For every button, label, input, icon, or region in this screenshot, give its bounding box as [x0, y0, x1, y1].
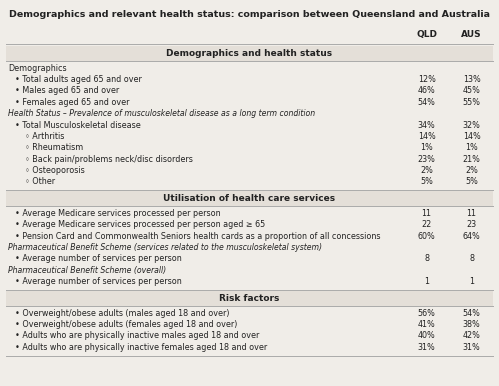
Text: Pharmaceutical Benefit Scheme (services related to the musculoskeletal system): Pharmaceutical Benefit Scheme (services …	[8, 243, 322, 252]
Text: ◦ Back pain/problems neck/disc disorders: ◦ Back pain/problems neck/disc disorders	[25, 155, 193, 164]
Text: Demographics and relevant health status: comparison between Queensland and Austr: Demographics and relevant health status:…	[9, 10, 490, 19]
Text: 40%: 40%	[418, 332, 436, 340]
Text: 13%: 13%	[463, 75, 481, 84]
Text: 42%: 42%	[463, 332, 481, 340]
Text: • Average number of services per person: • Average number of services per person	[15, 254, 182, 263]
Text: 31%: 31%	[418, 343, 436, 352]
Text: 46%: 46%	[418, 86, 436, 95]
Bar	[6, 191, 493, 206]
Text: ◦ Rheumatism: ◦ Rheumatism	[25, 143, 83, 152]
Text: • Pension Card and Commonwealth Seniors health cards as a proportion of all conc: • Pension Card and Commonwealth Seniors …	[15, 232, 380, 240]
Text: • Average Medicare services processed per person aged ≥ 65: • Average Medicare services processed pe…	[15, 220, 265, 229]
Text: QLD: QLD	[416, 30, 437, 39]
Text: • Females aged 65 and over: • Females aged 65 and over	[15, 98, 129, 107]
Text: ◦ Arthritis: ◦ Arthritis	[25, 132, 64, 141]
Text: 55%: 55%	[463, 98, 481, 107]
Text: • Average number of services per person: • Average number of services per person	[15, 277, 182, 286]
Text: ◦ Osteoporosis: ◦ Osteoporosis	[25, 166, 85, 175]
Text: 60%: 60%	[418, 232, 436, 240]
Text: Pharmaceutical Benefit Scheme (overall): Pharmaceutical Benefit Scheme (overall)	[8, 266, 167, 275]
Bar	[6, 291, 493, 306]
Text: 2%: 2%	[465, 166, 478, 175]
Text: 45%: 45%	[463, 86, 481, 95]
Text: Health Status – Prevalence of musculoskeletal disease as a long term condition: Health Status – Prevalence of musculoske…	[8, 109, 315, 118]
Text: 11: 11	[467, 209, 477, 218]
Text: 54%: 54%	[418, 98, 436, 107]
Text: ◦ Other: ◦ Other	[25, 178, 55, 186]
Text: • Adults who are physically inactive females aged 18 and over: • Adults who are physically inactive fem…	[15, 343, 267, 352]
Text: AUS: AUS	[461, 30, 482, 39]
Text: 56%: 56%	[418, 309, 436, 318]
Text: 64%: 64%	[463, 232, 481, 240]
Text: 14%: 14%	[463, 132, 481, 141]
Text: • Overweight/obese adults (males aged 18 and over): • Overweight/obese adults (males aged 18…	[15, 309, 230, 318]
Text: Demographics and health status: Demographics and health status	[167, 49, 332, 58]
Text: 2%: 2%	[420, 166, 433, 175]
Text: 21%: 21%	[463, 155, 481, 164]
Text: 34%: 34%	[418, 120, 436, 130]
Text: 54%: 54%	[463, 309, 481, 318]
Text: Demographics: Demographics	[8, 64, 67, 73]
Text: 1%: 1%	[420, 143, 433, 152]
Text: 23: 23	[467, 220, 477, 229]
Text: Risk factors: Risk factors	[220, 294, 279, 303]
Text: • Adults who are physically inactive males aged 18 and over: • Adults who are physically inactive mal…	[15, 332, 259, 340]
Text: 31%: 31%	[463, 343, 481, 352]
Text: 1%: 1%	[465, 143, 478, 152]
Bar	[6, 46, 493, 61]
Text: • Average Medicare services processed per person: • Average Medicare services processed pe…	[15, 209, 221, 218]
Text: • Overweight/obese adults (females aged 18 and over): • Overweight/obese adults (females aged …	[15, 320, 238, 329]
Text: Utilisation of health care services: Utilisation of health care services	[164, 194, 335, 203]
Text: 1: 1	[469, 277, 474, 286]
Text: 5%: 5%	[420, 178, 433, 186]
Text: 38%: 38%	[463, 320, 481, 329]
Text: 11: 11	[422, 209, 432, 218]
Text: 12%: 12%	[418, 75, 436, 84]
Text: 32%: 32%	[463, 120, 481, 130]
Text: 41%: 41%	[418, 320, 436, 329]
Text: 8: 8	[424, 254, 429, 263]
Text: 14%: 14%	[418, 132, 436, 141]
Text: • Males aged 65 and over: • Males aged 65 and over	[15, 86, 119, 95]
Text: 8: 8	[469, 254, 474, 263]
Text: 23%: 23%	[418, 155, 436, 164]
Text: 1: 1	[424, 277, 429, 286]
Text: • Total Musculoskeletal disease: • Total Musculoskeletal disease	[15, 120, 141, 130]
Text: 5%: 5%	[465, 178, 478, 186]
Text: 22: 22	[422, 220, 432, 229]
Text: • Total adults aged 65 and over: • Total adults aged 65 and over	[15, 75, 142, 84]
